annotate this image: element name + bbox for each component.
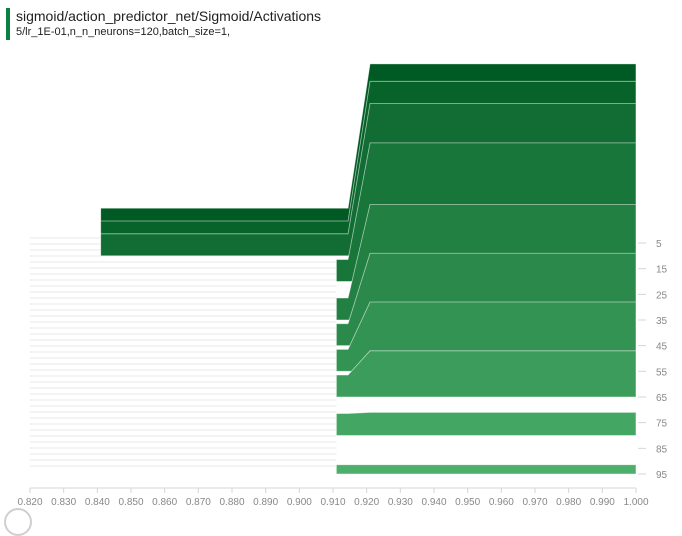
x-tick-label: 0.970 — [522, 497, 547, 508]
histogram-slice — [335, 464, 637, 475]
y-tick-label: 15 — [656, 265, 668, 276]
x-tick-label: 0.860 — [152, 497, 177, 508]
x-tick-label: 0.870 — [186, 497, 211, 508]
histogram-slice — [335, 412, 637, 436]
x-tick-label: 0.840 — [85, 497, 110, 508]
y-tick-label: 35 — [656, 316, 668, 327]
y-tick-label: 5 — [656, 239, 662, 250]
x-tick-label: 0.950 — [455, 497, 480, 508]
x-tick-label: 0.910 — [320, 497, 345, 508]
x-tick-label: 0.960 — [489, 497, 514, 508]
chart-title: sigmoid/action_predictor_net/Sigmoid/Act… — [16, 8, 322, 24]
x-tick-label: 0.890 — [253, 497, 278, 508]
x-tick-label: 1.000 — [623, 497, 648, 508]
expand-button[interactable] — [4, 508, 32, 536]
x-tick-label: 0.830 — [51, 497, 76, 508]
y-tick-label: 65 — [656, 393, 668, 404]
run-color-bar — [6, 8, 10, 40]
x-tick-label: 0.990 — [590, 497, 615, 508]
x-tick-label: 0.980 — [556, 497, 581, 508]
x-tick-label: 0.940 — [421, 497, 446, 508]
run-subtitle: 5/lr_1E-01,n_n_neurons=120,batch_size=1, — [16, 26, 231, 38]
x-tick-label: 0.850 — [118, 497, 143, 508]
x-tick-label: 0.920 — [354, 497, 379, 508]
y-tick-label: 85 — [656, 444, 668, 455]
x-tick-label: 0.900 — [287, 497, 312, 508]
y-tick-label: 75 — [656, 419, 668, 430]
y-tick-label: 25 — [656, 290, 668, 301]
histogram-chart[interactable]: 0.820 0.830 0.840 0.850 0.860 0.870 0.880 0.890… — [0, 0, 682, 518]
y-tick-label: 95 — [656, 470, 668, 481]
y-tick-label: 45 — [656, 342, 668, 353]
card-header: sigmoid/action_predictor_net/Sigmoid/Act… — [6, 8, 321, 40]
y-tick-label: 55 — [656, 367, 668, 378]
histogram-slice — [335, 350, 637, 398]
x-tick-label: 0.880 — [219, 497, 244, 508]
x-tick-label: 0.820 — [17, 497, 42, 508]
x-tick-label: 0.930 — [388, 497, 413, 508]
